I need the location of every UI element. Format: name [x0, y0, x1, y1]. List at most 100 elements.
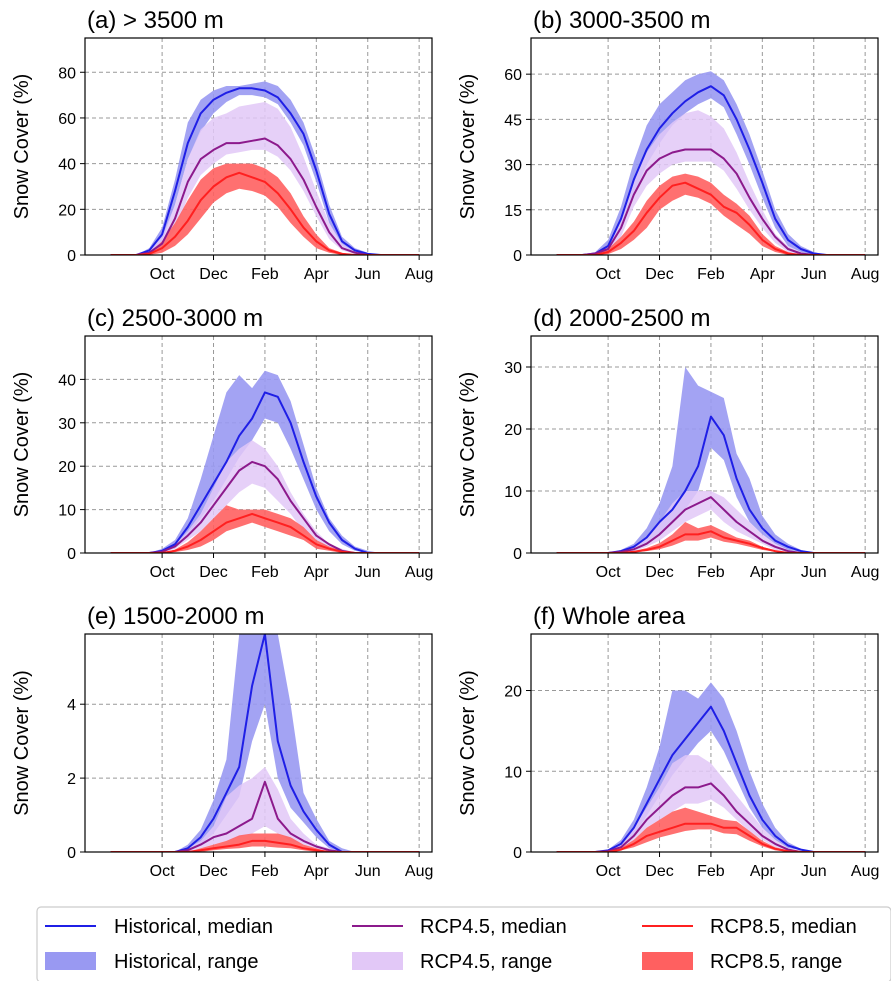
- x-tick-label: Feb: [251, 564, 279, 581]
- y-tick-label: 4: [67, 697, 76, 714]
- rcp45-median-line: [556, 496, 866, 553]
- x-tick-label: Aug: [851, 564, 879, 581]
- legend-rcp85-range-swatch: [642, 952, 693, 970]
- rcp85-median-line: [556, 822, 866, 852]
- panel-title: (e) 1500-2000 m: [87, 603, 264, 630]
- x-tick-label: Aug: [851, 266, 879, 283]
- x-tick-label: Jun: [801, 863, 827, 880]
- x-tick-label: Feb: [251, 863, 279, 880]
- legend-rcp85-range-label: RCP8.5, range: [710, 951, 842, 973]
- panel-title: (b) 3000-3500 m: [533, 7, 710, 34]
- rcp45-range-band: [110, 440, 420, 553]
- historical-range-band: [556, 367, 866, 553]
- y-tick-label: 10: [504, 484, 522, 501]
- x-tick-label: Feb: [251, 266, 279, 283]
- y-axis-label: Snow Cover (%): [457, 670, 479, 816]
- y-tick-label: 20: [504, 684, 522, 701]
- x-tick-label: Oct: [596, 564, 621, 581]
- y-tick-label: 2: [67, 771, 76, 788]
- y-tick-label: 60: [504, 67, 522, 84]
- chart-panel: Oct Dec Feb Apr Jun Aug 0 10 20 (f) Whole area Sno…: [457, 603, 879, 880]
- rcp85-median-line: [110, 839, 420, 852]
- y-tick-label: 0: [513, 546, 522, 563]
- y-tick-label: 20: [58, 202, 76, 219]
- x-tick-label: Oct: [150, 266, 175, 283]
- legend-rcp45-range-label: RCP4.5, range: [420, 951, 552, 973]
- panel-title: (f) Whole area: [533, 603, 686, 630]
- legend-historical-range-label: Historical, range: [114, 951, 259, 973]
- x-tick-label: Apr: [304, 564, 330, 581]
- legend-historical-range-swatch: [45, 952, 96, 970]
- rcp85-range-band: [556, 522, 866, 553]
- chart-panel: Oct Dec Feb Apr Jun Aug 0 20 40 60 80 (a) > 3500 m S…: [11, 7, 433, 283]
- x-tick-label: Feb: [697, 266, 725, 283]
- rcp45-median-line: [556, 148, 866, 255]
- x-tick-label: Oct: [596, 863, 621, 880]
- y-tick-label: 40: [58, 157, 76, 174]
- x-tick-label: Jun: [355, 266, 381, 283]
- x-tick-label: Apr: [304, 266, 330, 283]
- x-tick-label: Oct: [150, 564, 175, 581]
- x-tick-label: Aug: [405, 564, 433, 581]
- y-axis-label: Snow Cover (%): [11, 670, 33, 816]
- chart-panel: Oct Dec Feb Apr Jun Aug 0 2 4 (e) 1500-2000 m Snow…: [11, 603, 433, 880]
- x-tick-label: Oct: [150, 863, 175, 880]
- rcp85-median-line: [110, 171, 420, 255]
- x-tick-label: Feb: [697, 564, 725, 581]
- x-tick-label: Feb: [697, 863, 725, 880]
- x-tick-label: Dec: [645, 266, 673, 283]
- plot-area: [556, 682, 866, 852]
- rcp45-range-band: [110, 767, 420, 852]
- chart-panel: Oct Dec Feb Apr Jun Aug 0 15 30 45 60 (b) 3000-3500…: [457, 7, 879, 283]
- y-tick-label: 20: [504, 422, 522, 439]
- legend-rcp85-median-label: RCP8.5, median: [710, 916, 857, 938]
- y-tick-label: 30: [504, 158, 522, 175]
- panel-title: (d) 2000-2500 m: [533, 305, 710, 332]
- historical-range-band: [110, 81, 420, 255]
- x-tick-label: Dec: [199, 863, 227, 880]
- rcp45-median-line: [110, 780, 420, 852]
- historical-range-band: [110, 634, 420, 852]
- plot-area: [556, 367, 866, 553]
- historical-range-band: [110, 370, 420, 553]
- panel-title: (a) > 3500 m: [87, 7, 224, 34]
- rcp45-median-line: [110, 460, 420, 553]
- rcp85-median-line: [556, 530, 866, 553]
- historical-median-line: [556, 415, 866, 553]
- y-tick-label: 0: [67, 845, 76, 862]
- axes-frame: [530, 37, 879, 256]
- y-axis-label: Snow Cover (%): [457, 372, 479, 518]
- x-tick-label: Jun: [801, 564, 827, 581]
- plot-area: [110, 370, 420, 553]
- y-tick-label: 30: [58, 416, 76, 433]
- x-tick-label: Aug: [405, 266, 433, 283]
- x-tick-label: Jun: [355, 564, 381, 581]
- y-tick-label: 0: [513, 248, 522, 265]
- x-tick-label: Apr: [750, 564, 776, 581]
- rcp45-range-band: [110, 102, 420, 255]
- legend-rcp45-range-swatch: [352, 952, 403, 970]
- panel-title: (c) 2500-3000 m: [87, 305, 263, 332]
- y-tick-label: 60: [58, 111, 76, 128]
- y-tick-label: 0: [67, 248, 76, 265]
- y-tick-label: 45: [504, 112, 522, 129]
- rcp45-median-line: [110, 137, 420, 255]
- plot-area: [110, 634, 420, 852]
- y-tick-label: 10: [504, 764, 522, 781]
- x-tick-label: Apr: [750, 266, 776, 283]
- historical-median-line: [110, 87, 420, 255]
- rcp45-range-band: [556, 491, 866, 553]
- y-tick-label: 10: [58, 503, 76, 520]
- historical-range-band: [556, 682, 866, 852]
- y-axis-label: Snow Cover (%): [11, 372, 33, 518]
- rcp45-range-band: [556, 110, 866, 255]
- y-tick-label: 40: [58, 372, 76, 389]
- x-tick-label: Jun: [801, 266, 827, 283]
- y-tick-label: 0: [67, 546, 76, 563]
- axes-frame: [84, 37, 433, 256]
- rcp85-range-band: [110, 833, 420, 852]
- legend-historical-median-label: Historical, median: [114, 916, 273, 938]
- x-tick-label: Aug: [851, 863, 879, 880]
